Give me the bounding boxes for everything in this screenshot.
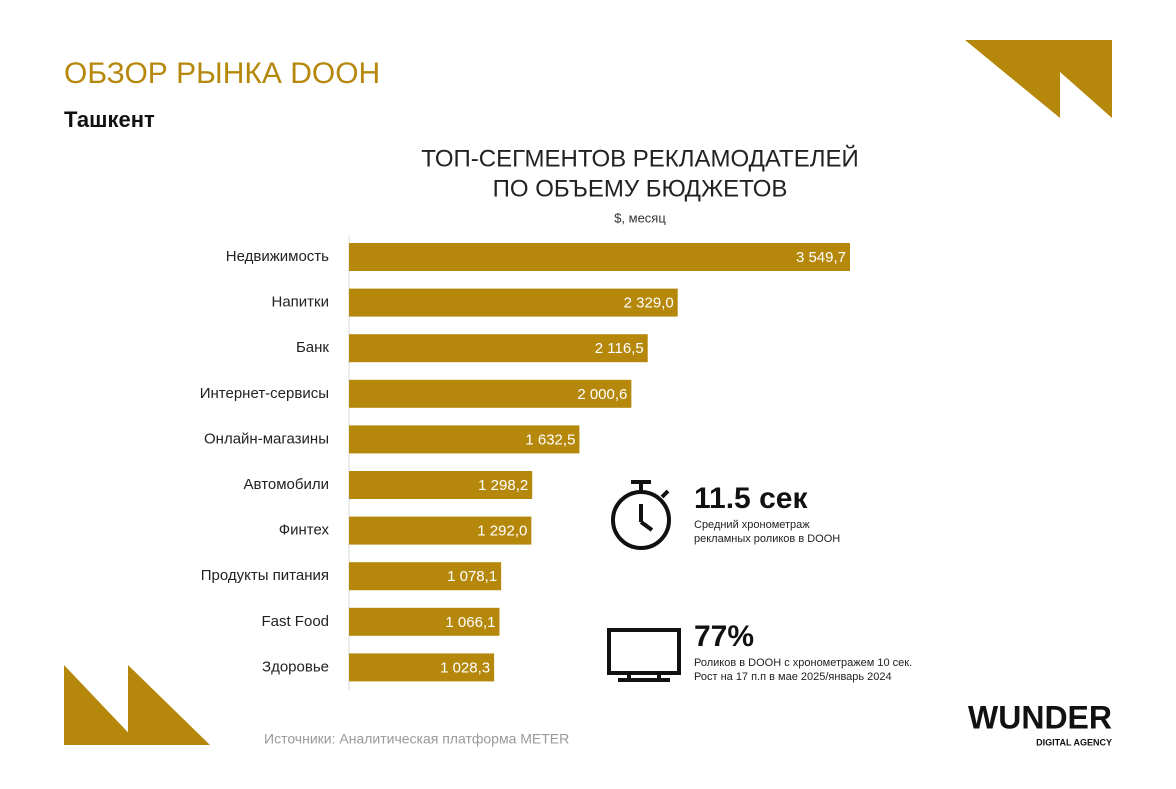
value-label: 1 028,3 [440, 659, 490, 676]
bar [349, 379, 632, 408]
bar [349, 562, 502, 591]
bar [349, 288, 678, 317]
tv-icon [607, 628, 681, 682]
corner-decoration [128, 665, 210, 745]
stat-value: 11.5 сек [694, 482, 808, 515]
category-label: Автомобили [244, 476, 329, 493]
value-label: 2 329,0 [624, 295, 674, 312]
bar [349, 516, 532, 545]
category-label: Онлайн-магазины [204, 430, 329, 447]
logo: WUNDER [968, 699, 1112, 735]
value-label: 1 632,5 [525, 431, 575, 448]
corner-decoration [965, 40, 1112, 118]
chart-subtitle: $, месяц [614, 210, 666, 225]
stat-text: Средний хронометраж [694, 519, 810, 531]
page-subtitle: Ташкент [64, 107, 155, 132]
page-title: ОБЗОР РЫНКА DOOH [64, 57, 380, 90]
category-label: Продукты питания [201, 567, 329, 584]
chart-title: ТОП-СЕГМЕНТОВ РЕКЛАМОДАТЕЛЕЙ [421, 144, 858, 172]
bars: Недвижимость 3 549,7 Напитки 2 329,0 Банк 2 1… [200, 243, 850, 682]
category-label: Напитки [272, 294, 330, 311]
bar [349, 653, 495, 682]
corner-decoration [64, 665, 140, 745]
bar [349, 334, 648, 363]
bar [349, 425, 580, 454]
category-label: Финтех [279, 522, 330, 539]
bar [349, 607, 500, 636]
stat-value: 77% [694, 620, 754, 653]
category-label: Недвижимость [226, 248, 329, 265]
value-label: 1 292,0 [477, 523, 527, 540]
value-label: 3 549,7 [796, 249, 846, 266]
stat-text: Рост на 17 п.п в мае 2025/январь 2024 [694, 671, 892, 683]
logo-tagline: DIGITAL AGENCY [1036, 737, 1112, 747]
stat-text: рекламных роликов в DOOH [694, 533, 840, 545]
value-label: 2 116,5 [595, 340, 644, 357]
bar [349, 471, 533, 499]
value-label: 1 078,1 [447, 568, 497, 585]
category-label: Здоровье [262, 658, 329, 675]
category-label: Интернет-сервисы [200, 385, 329, 402]
stopwatch-icon [611, 480, 671, 550]
value-label: 1 066,1 [445, 614, 495, 631]
value-label: 2 000,6 [577, 386, 627, 403]
category-label: Банк [296, 339, 329, 356]
value-label: 1 298,2 [478, 477, 528, 494]
bar [349, 243, 850, 271]
category-label: Fast Food [261, 613, 329, 630]
stat-text: Роликов в DOOH с хронометражем 10 сек. [694, 657, 912, 669]
source-note: Источники: Аналитическая платформа METER [264, 731, 569, 747]
chart-title: ПО ОБЪЕМУ БЮДЖЕТОВ [493, 175, 788, 202]
